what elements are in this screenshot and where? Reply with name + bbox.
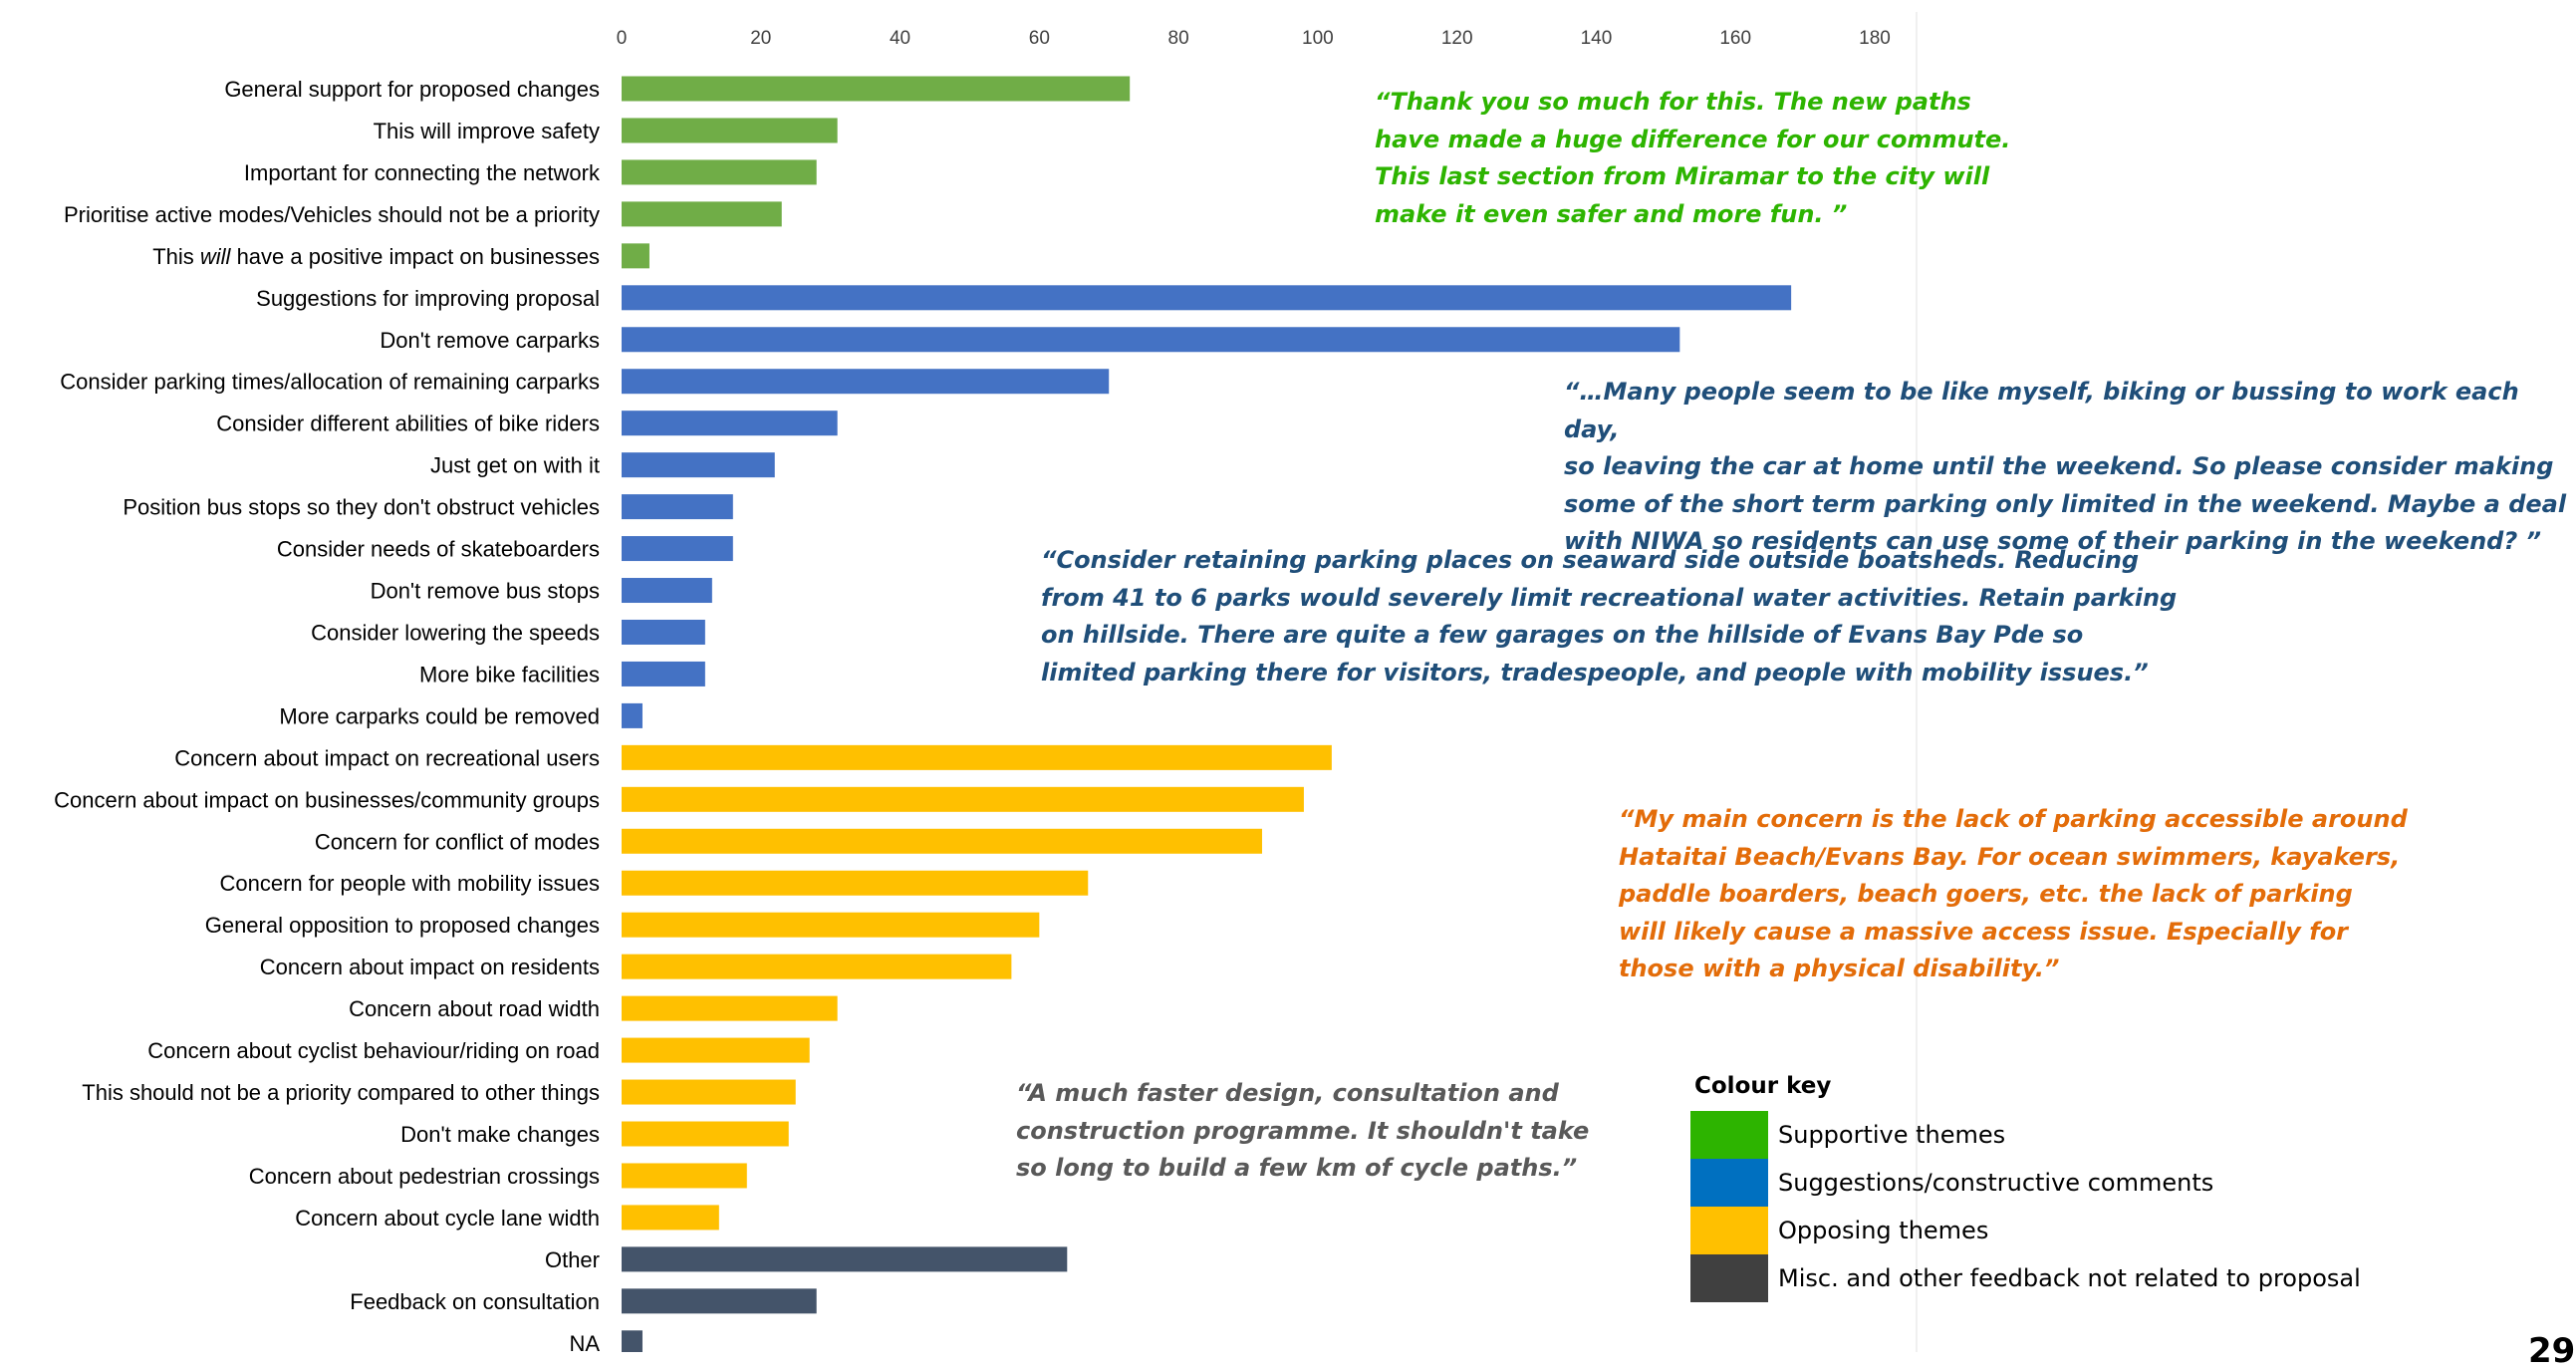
category-label: Consider different abilities of bike rid… (216, 411, 600, 436)
bar (622, 1121, 789, 1147)
key-row-suggestions: Suggestions/constructive comments (1690, 1159, 2361, 1207)
category-label: This will improve safety (374, 119, 600, 143)
category-label: More bike facilities (419, 662, 600, 686)
x-tick-label: 0 (617, 28, 628, 49)
x-tick-label: 180 (1859, 28, 1891, 49)
category-label: General opposition to proposed changes (205, 913, 600, 938)
key-swatch-misc (1690, 1254, 1768, 1302)
category-label: Consider parking times/allocation of rem… (60, 370, 600, 395)
quote-faster: “A much faster design, consultation and … (1016, 1079, 1590, 1182)
bar (622, 285, 1792, 311)
key-row-supportive: Supportive themes (1690, 1111, 2361, 1159)
bar (622, 494, 733, 520)
bar (622, 912, 1040, 938)
colour-key: Colour key Supportive themes Suggestions… (1690, 1073, 2361, 1302)
bar (622, 702, 643, 728)
x-tick-label: 20 (750, 28, 771, 49)
category-label: NA (569, 1331, 600, 1352)
bar (622, 870, 1089, 896)
category-label: This should not be a priority compared t… (82, 1080, 600, 1105)
quote-boatsheds: “Consider retaining parking places on se… (1041, 546, 2178, 686)
bar (622, 118, 838, 143)
quote-parking-weekend: “…Many people seem to be like myself, bi… (1564, 378, 2567, 555)
category-label: Prioritise active modes/Vehicles should … (64, 202, 600, 227)
bar (622, 243, 649, 269)
category-label: Don't make changes (400, 1122, 600, 1147)
key-label-suggestions: Suggestions/constructive comments (1778, 1169, 2214, 1197)
x-tick-label: 120 (1441, 28, 1473, 49)
category-label: Concern about impact on businesses/commu… (54, 787, 600, 812)
category-label: Consider lowering the speeds (311, 620, 600, 645)
page-number: 29 (2528, 1331, 2576, 1371)
category-label: More carparks could be removed (279, 703, 600, 728)
category-label: Concern about impact on recreational use… (174, 745, 600, 770)
bar (622, 1079, 796, 1105)
key-label-opposing: Opposing themes (1778, 1217, 1989, 1244)
bar (622, 954, 1012, 979)
bar (622, 619, 705, 645)
category-label: Just get on with it (430, 453, 600, 478)
x-tick-label: 140 (1581, 28, 1613, 49)
bar (622, 995, 838, 1021)
x-tick-label: 160 (1719, 28, 1751, 49)
bar (622, 452, 775, 478)
bar (622, 536, 733, 562)
category-label: Concern about pedestrian crossings (249, 1164, 600, 1189)
category-label: Don't remove bus stops (371, 579, 600, 604)
bar (622, 1288, 817, 1314)
bar (622, 1246, 1068, 1272)
category-label: Feedback on consultation (350, 1289, 600, 1314)
category-label: Concern about cyclist behaviour/riding o… (147, 1038, 600, 1063)
key-label-misc: Misc. and other feedback not related to … (1778, 1264, 2361, 1292)
bar (622, 1163, 747, 1189)
bar (622, 76, 1131, 102)
x-tick-label: 80 (1168, 28, 1189, 49)
x-tick-label: 40 (890, 28, 910, 49)
category-label: Concern about cycle lane width (295, 1206, 600, 1231)
quote-concern: “My main concern is the lack of parking … (1619, 805, 2408, 982)
category-label: Suggestions for improving proposal (256, 286, 600, 311)
bar (622, 786, 1304, 812)
bar (622, 369, 1110, 395)
category-label: Don't remove carparks (380, 328, 600, 353)
quote-supportive: “Thank you so much for this. The new pat… (1375, 88, 2011, 228)
key-swatch-suggestions (1690, 1159, 1768, 1207)
category-label: Concern for people with mobility issues (219, 871, 600, 896)
key-row-opposing: Opposing themes (1690, 1207, 2361, 1254)
bar (622, 1037, 810, 1063)
key-label-supportive: Supportive themes (1778, 1121, 2006, 1149)
bar (622, 411, 838, 436)
category-labels: General support for proposed changes This… (54, 77, 601, 1352)
x-axis-ticks: 0 20 40 60 80 100 120 140 160 180 (617, 28, 1891, 49)
bar (622, 661, 705, 686)
key-row-misc: Misc. and other feedback not related to … (1690, 1254, 2361, 1302)
category-label: Important for connecting the network (244, 160, 601, 185)
bar (622, 578, 712, 604)
bar (622, 828, 1262, 854)
bar (622, 744, 1332, 770)
bar (622, 1330, 643, 1352)
colour-key-title: Colour key (1694, 1073, 1832, 1099)
key-swatch-opposing (1690, 1207, 1768, 1254)
bars (622, 76, 1792, 1352)
bar (622, 201, 782, 227)
category-label: This will have a positive impact on busi… (152, 244, 600, 269)
x-tick-label: 100 (1302, 28, 1334, 49)
bar (622, 159, 817, 185)
category-label: Concern about road width (349, 996, 600, 1021)
x-tick-label: 60 (1029, 28, 1050, 49)
category-label: Concern about impact on residents (260, 955, 600, 979)
key-swatch-supportive (1690, 1111, 1768, 1159)
category-label: Concern for conflict of modes (315, 829, 600, 854)
bar (622, 327, 1680, 353)
category-label: Position bus stops so they don't obstruc… (123, 495, 600, 520)
category-label: General support for proposed changes (224, 77, 600, 102)
bar (622, 1205, 719, 1231)
category-label: Consider needs of skateboarders (277, 537, 600, 562)
category-label: Other (545, 1247, 600, 1272)
